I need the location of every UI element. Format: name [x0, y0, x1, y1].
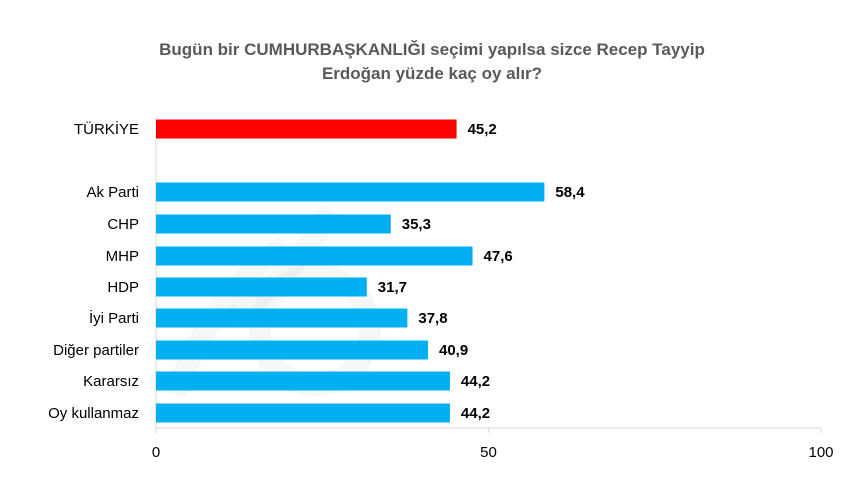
bar: [156, 371, 450, 391]
bar: [156, 214, 391, 234]
bar: [156, 308, 408, 328]
chart-title-line-1: Bugün bir CUMHURBAŞKANLIĞI seçimi yapıls…: [159, 40, 705, 59]
x-tick-label: 50: [480, 444, 497, 461]
category-label: TÜRKİYE: [74, 120, 139, 138]
value-label: 37,8: [418, 310, 447, 327]
value-label: 40,9: [439, 342, 468, 359]
category-label: Kararsız: [83, 373, 139, 390]
chart-title: Bugün bir CUMHURBAŞKANLIĞI seçimi yapıls…: [0, 38, 864, 86]
category-label: HDP: [107, 279, 139, 296]
chart-title-line-2: Erdoğan yüzde kaç oy alır?: [321, 64, 543, 83]
category-label: Diğer partiler: [53, 342, 139, 359]
value-label: 31,7: [378, 279, 407, 296]
value-label: 47,6: [484, 248, 513, 265]
watermark-logo: [164, 204, 382, 399]
category-label: CHP: [107, 216, 139, 233]
category-label: Ak Parti: [86, 184, 139, 201]
value-label: 44,2: [461, 373, 490, 390]
bar: [156, 403, 450, 423]
bar: [156, 119, 457, 139]
category-label: Oy kullanmaz: [48, 405, 139, 422]
bar: [156, 246, 473, 266]
value-label: 35,3: [402, 216, 431, 233]
bar: [156, 277, 367, 297]
x-tick-label: 100: [808, 444, 833, 461]
value-label: 45,2: [468, 121, 497, 138]
category-label: İyi Parti: [89, 309, 139, 327]
x-tick-label: 0: [152, 444, 160, 461]
value-label: 44,2: [461, 405, 490, 422]
category-label: MHP: [106, 248, 139, 265]
value-label: 58,4: [555, 184, 585, 201]
bar: [156, 340, 428, 360]
bar: [156, 182, 545, 202]
